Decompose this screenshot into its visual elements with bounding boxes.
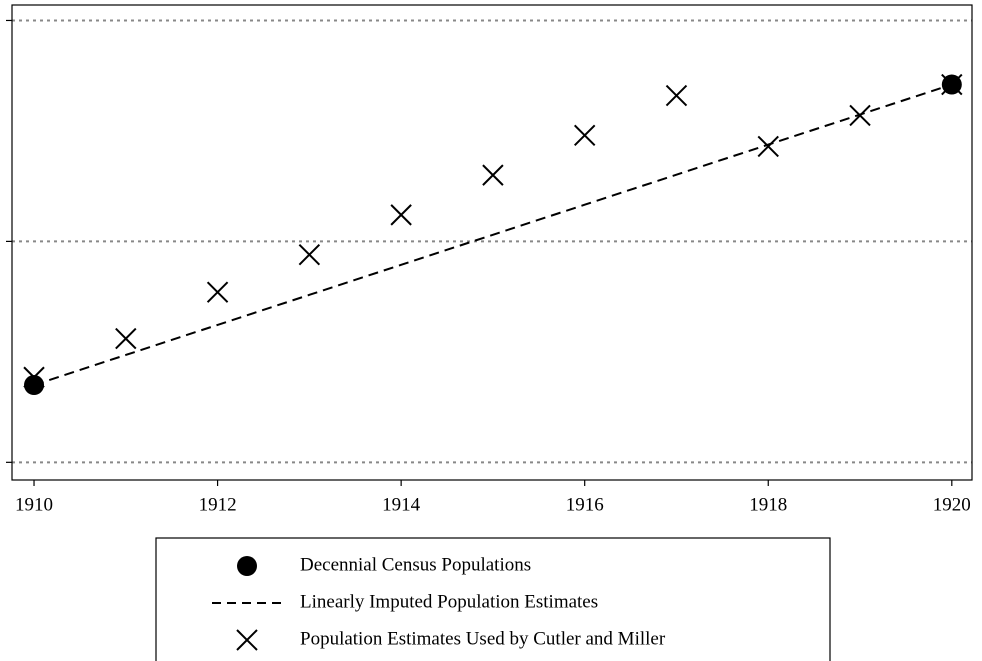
estimate-point [849,104,871,127]
legend-label: Decennial Census Populations [300,554,531,575]
census-point [237,556,257,576]
estimate-point [665,84,688,107]
legend-box [155,537,831,661]
estimate-point [573,124,596,147]
census-point [24,375,45,395]
x-tick-label: 1912 [199,494,237,515]
estimate-point [236,629,258,651]
x-tick-label: 1920 [933,494,971,515]
estimate-point [115,327,137,350]
estimate-point [298,243,321,266]
x-tick-label: 1918 [749,494,787,515]
x-tick-label: 1916 [566,494,604,515]
estimate-point [23,366,45,388]
x-tick-label: 1910 [15,494,53,515]
x-tick-label: 1914 [382,494,421,515]
estimate-point [206,281,229,303]
estimate-point [757,135,779,158]
estimate-point [390,204,412,226]
estimate-point [482,164,504,186]
estimate-point [941,73,963,96]
legend-label: Linearly Imputed Population Estimates [300,591,598,612]
imputed-line [33,83,953,386]
plot-frame [11,4,973,481]
legend-label: Population Estimates Used by Cutler and … [300,628,666,649]
